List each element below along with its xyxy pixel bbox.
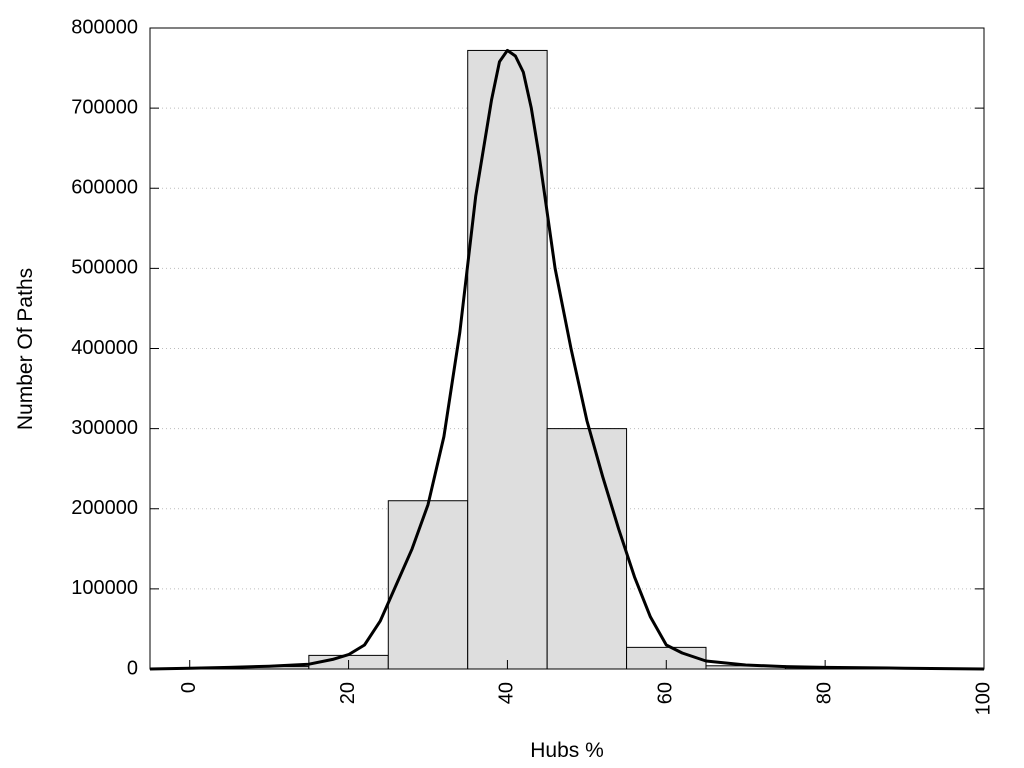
x-tick-label: 20 (337, 682, 359, 704)
y-axis-title: Number Of Paths (14, 268, 37, 430)
y-tick-label: 200000 (71, 497, 138, 519)
x-tick-label: 0 (178, 682, 200, 693)
x-tick-label: 60 (655, 682, 677, 704)
histogram-bar (387, 500, 469, 670)
y-tick-label: 600000 (71, 177, 138, 199)
y-tick-label: 500000 (71, 257, 138, 279)
y-tick-label: 100000 (71, 577, 138, 599)
x-axis-title: Hubs % (530, 739, 604, 762)
histogram-bar (467, 49, 548, 670)
fit-curve (149, 48, 985, 671)
y-axis: 0 100000 200000 300000 400000 500000 600000 700… (71, 16, 984, 679)
y-tick-label: 0 (127, 657, 138, 679)
histogram-bar (546, 428, 628, 670)
y-tick-label: 700000 (71, 96, 138, 118)
bars (149, 49, 945, 670)
x-tick-label: 40 (496, 682, 518, 704)
y-tick-label: 300000 (71, 417, 138, 439)
y-tick-label: 400000 (71, 337, 138, 359)
x-tick-label: 100 (972, 682, 994, 715)
x-axis: 0 20 40 60 80 100 (178, 660, 994, 715)
x-tick-label: 80 (813, 682, 835, 704)
density-curve (149, 48, 985, 671)
y-tick-label: 800000 (71, 16, 138, 38)
